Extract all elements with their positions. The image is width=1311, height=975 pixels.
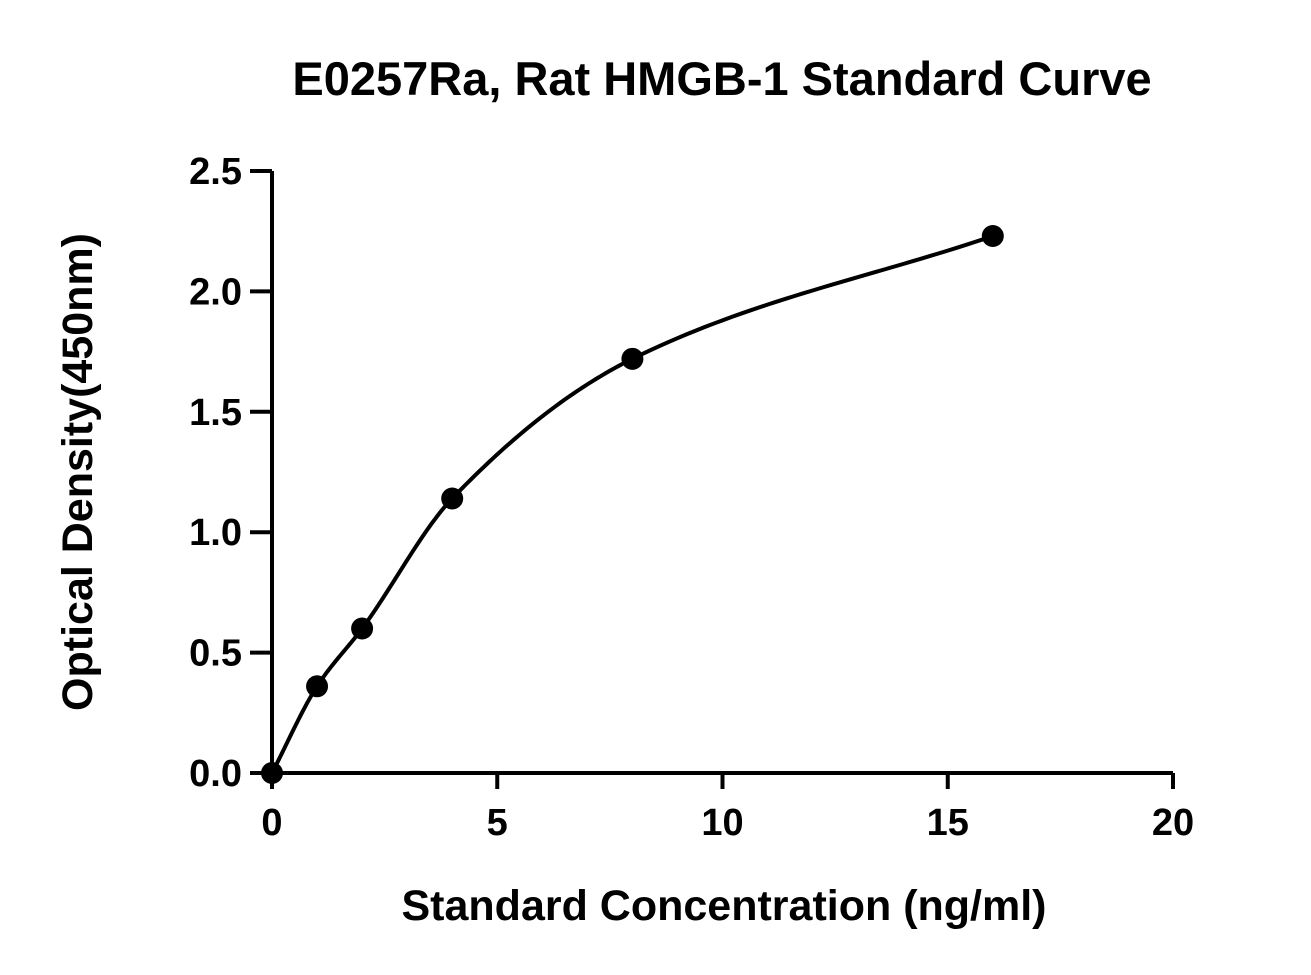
chart-title: E0257Ra, Rat HMGB-1 Standard Curve xyxy=(292,52,1151,105)
x-tick-label: 15 xyxy=(927,802,969,844)
y-tick-label: 0.5 xyxy=(189,633,242,675)
x-tick-label: 10 xyxy=(701,802,743,844)
data-point xyxy=(621,347,644,370)
x-tick-label: 5 xyxy=(487,802,508,844)
y-tick-label: 0.0 xyxy=(189,753,242,795)
x-ticks: 0 5 10 15 20 xyxy=(261,773,1194,844)
fit-curve xyxy=(270,234,994,774)
data-point xyxy=(351,617,374,640)
y-tick-label: 1.5 xyxy=(189,392,242,434)
y-ticks: 0.0 0.5 1.0 1.5 2.0 2.5 xyxy=(189,151,272,795)
x-axis-label: Standard Concentration (ng/ml) xyxy=(402,882,1047,930)
y-tick-label: 2.0 xyxy=(189,271,242,313)
x-tick-label: 20 xyxy=(1152,802,1194,844)
y-tick-label: 1.0 xyxy=(189,512,242,554)
y-axis-label: Optical Density(450nm) xyxy=(54,233,102,711)
x-tick-label: 0 xyxy=(261,802,282,844)
data-point xyxy=(441,487,464,510)
y-tick-label: 2.5 xyxy=(189,151,242,193)
plot-area xyxy=(261,225,1004,784)
data-point xyxy=(306,675,329,698)
data-point xyxy=(981,225,1004,248)
